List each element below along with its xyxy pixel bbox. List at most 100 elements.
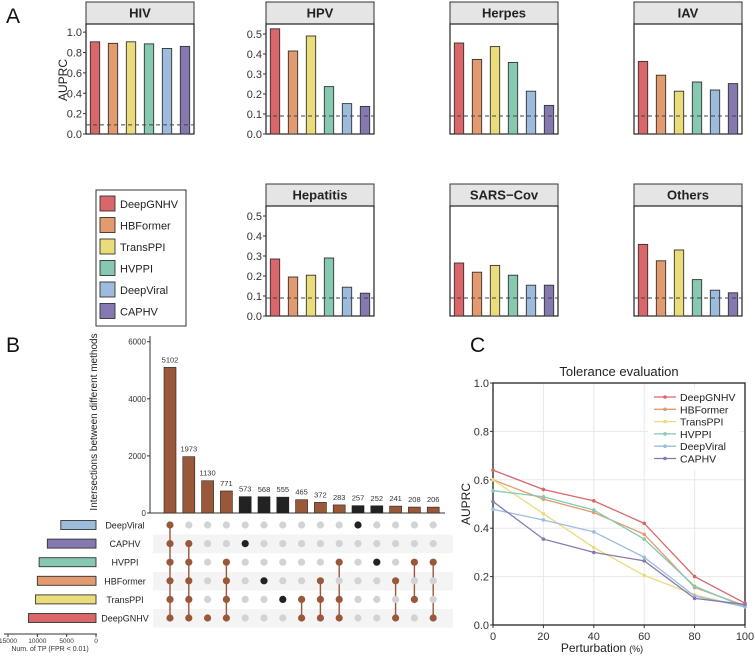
intersection-573: 573 [238, 485, 252, 622]
facet-others: Others [633, 183, 743, 317]
y-tick-label: 0.3 [247, 251, 262, 263]
y-tick-label: 0.0 [474, 620, 489, 632]
legend-marker-hbformer [663, 407, 667, 412]
x-axis-title-unit: (%) [629, 644, 643, 654]
matrix-dot-inactive [335, 521, 343, 529]
matrix-dot-inactive [410, 540, 418, 548]
intersection-count-label: 1973 [180, 445, 197, 454]
chart-title: Tolerance evaluation [559, 364, 678, 379]
matrix-dot-inactive [279, 614, 287, 622]
series-point [541, 537, 546, 541]
x-tick-label: 40 [588, 631, 600, 643]
set-size-tick-label: 0 [94, 638, 98, 645]
legend-label-transppi: TransPPI [680, 417, 723, 429]
matrix-dot-active [373, 558, 381, 566]
facet-plot-area [85, 23, 195, 135]
series-line [492, 490, 746, 608]
x-tick-label: 20 [537, 631, 549, 643]
legend-swatch-deepgnhv [99, 195, 116, 212]
facet-hepatitis: Hepatitis 0.0 0.1 0.2 0.3 0.4 0.5 [247, 183, 375, 323]
bar-hvppi [507, 274, 519, 317]
matrix-dot-active [166, 577, 174, 585]
y-tick-label: 0.0 [247, 129, 262, 141]
panel-letter-c: C [470, 334, 485, 357]
panel-b-upset-plot: 0 2000 4000 6000 Intersections between diffe… [0, 333, 453, 653]
intersection-count-label: 241 [389, 494, 402, 503]
matrix-dot-inactive [260, 540, 268, 548]
intersection-465: 465 [295, 488, 308, 622]
matrix-dot-active [279, 595, 287, 604]
matrix-dot-inactive [429, 540, 437, 548]
intersection-count-label: 555 [277, 485, 290, 494]
legend-label-deepgnhv: DeepGNHV [120, 199, 179, 211]
matrix-dot-inactive [316, 558, 324, 566]
bar-hbformer [655, 260, 667, 317]
bar-caphv [359, 105, 371, 135]
bar-caphv [543, 104, 555, 135]
legend-label-hbformer: HBFormer [120, 221, 171, 233]
matrix-dot-active [354, 521, 362, 529]
series-point [592, 508, 596, 512]
legend-swatch-hbformer [99, 217, 116, 233]
matrix-dot-active [335, 595, 343, 604]
y-tick-label: 4000 [128, 395, 146, 404]
series-point [692, 596, 697, 601]
legend-marker-deepgnhv [663, 395, 667, 399]
matrix-dot-inactive [204, 540, 212, 548]
intersection-257: 257 [351, 494, 365, 622]
matrix-dot-inactive [354, 577, 362, 585]
matrix-dot-inactive [392, 540, 400, 548]
bar-deepgnhv [269, 258, 281, 317]
bar-transppi [673, 90, 685, 135]
facet-plot-area [265, 23, 375, 135]
y-tick-label: 0.6 [474, 475, 489, 487]
bar-deepgnhv [269, 28, 281, 135]
matrix-dot-inactive [354, 540, 362, 548]
matrix-dot-active [316, 577, 324, 585]
intersection-bar [238, 496, 252, 514]
bar-hvppi [143, 43, 155, 135]
facet-title: Herpes [482, 6, 526, 21]
facet-herpes: Herpes [449, 1, 559, 135]
matrix-dot-active [222, 595, 230, 604]
matrix-dot-inactive [429, 521, 437, 529]
matrix-dot-active [185, 558, 193, 566]
series-deepgnhv [491, 468, 747, 606]
matrix-dot-active [222, 614, 230, 622]
matrix-dot-active [185, 595, 193, 604]
intersection-count-label: 1130 [200, 469, 216, 478]
y-tick-label: 0.5 [247, 211, 262, 223]
matrix-dot-inactive [298, 540, 306, 548]
matrix-dot-inactive [373, 595, 381, 604]
x-axis-title: Perturbation (%) [561, 641, 643, 655]
y-tick-label: 0.1 [247, 109, 262, 121]
set-size-bar-hvppi [38, 557, 97, 568]
intersection-568: 568 [257, 485, 271, 622]
series-point [592, 545, 596, 550]
matrix-dot-active [222, 577, 230, 585]
matrix-dot-active [392, 614, 400, 622]
bar-deepgnhv [453, 262, 465, 317]
bar-deepviral [525, 90, 537, 135]
matrix-dot-inactive [260, 595, 268, 604]
x-tick-label: 100 [736, 631, 754, 643]
matrix-dot-active [166, 540, 174, 548]
bar-deepgnhv [637, 60, 649, 135]
series-caphv [491, 499, 747, 607]
matrix-dot-inactive [241, 558, 249, 566]
matrix-dot-inactive [222, 540, 230, 548]
set-label-deepgnhv: DeepGNHV [101, 614, 149, 624]
matrix-dot-active [166, 595, 174, 604]
y-tick-label: 0.0 [247, 311, 262, 323]
bar-transppi [305, 35, 317, 135]
legend-label-deepviral: DeepViral [120, 285, 168, 297]
series-point [491, 488, 495, 493]
series-point [491, 507, 495, 512]
intersection-206: 206 [426, 495, 440, 622]
bar-hbformer [471, 271, 483, 317]
matrix-dot-active [204, 614, 212, 622]
panel-c-tolerance-line-chart: 0 20 40 60 80 100 0.0 0.2 0.4 0.6 0.8 1.0 Tolerance … [459, 364, 754, 655]
intersection-bar [408, 506, 421, 514]
y-tick-label: 0 [142, 509, 147, 518]
